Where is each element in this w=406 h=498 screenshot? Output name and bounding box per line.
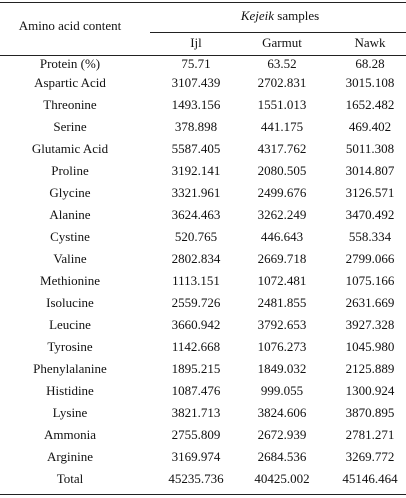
cell-value: 5011.308: [346, 141, 394, 156]
cell-value: 2672.939: [258, 427, 307, 442]
cell-value: 2781.271: [346, 427, 395, 442]
cell-value: 5587.405: [172, 141, 221, 156]
cell-value: 1849.032: [258, 361, 307, 376]
cell-value: 2669.718: [258, 251, 307, 266]
cell-value: 3107.439: [172, 75, 221, 90]
cell-value: 3624.463: [172, 207, 221, 222]
cell-value: 378.898: [175, 119, 217, 134]
row-label-header: Amino acid content: [19, 18, 122, 33]
cell-value: 446.643: [261, 229, 303, 244]
cell-value: 2755.809: [172, 427, 221, 442]
cell-value: 2125.889: [346, 361, 395, 376]
cell-value: 1075.166: [346, 273, 395, 288]
column-header: Nawk: [354, 35, 386, 50]
cell-value: 1493.156: [172, 97, 221, 112]
cell-value: 2684.536: [258, 449, 307, 464]
cell-value: 469.402: [349, 119, 391, 134]
row-label: Glutamic Acid: [32, 141, 109, 156]
row-label: Methionine: [40, 273, 100, 288]
cell-value: 1142.668: [172, 339, 220, 354]
cell-value: 3821.713: [172, 405, 221, 420]
cell-value: 3126.571: [346, 185, 395, 200]
group-header: Kejeik samples: [240, 8, 319, 23]
cell-value: 1300.924: [346, 383, 395, 398]
cell-value: 1551.013: [258, 97, 307, 112]
cell-value: 63.52: [267, 56, 296, 71]
cell-value: 1652.482: [346, 97, 395, 112]
row-label: Alanine: [49, 207, 90, 222]
row-label: Threonine: [43, 97, 97, 112]
cell-value: 2802.834: [172, 251, 221, 266]
cell-value: 3015.108: [346, 75, 395, 90]
cell-value: 558.334: [349, 229, 392, 244]
column-header: Ijl: [190, 35, 202, 50]
cell-value: 3660.942: [172, 317, 221, 332]
row-label: Arginine: [47, 449, 93, 464]
column-header: Garmut: [262, 35, 302, 50]
row-label: Tyrosine: [47, 339, 93, 354]
cell-value: 2499.676: [258, 185, 307, 200]
cell-value: 40425.002: [254, 471, 309, 486]
cell-value: 3321.961: [172, 185, 221, 200]
cell-value: 3927.328: [346, 317, 395, 332]
cell-value: 3824.606: [258, 405, 307, 420]
cell-value: 45235.736: [168, 471, 224, 486]
cell-value: 3014.807: [346, 163, 395, 178]
row-label: Isolucine: [46, 295, 94, 310]
cell-value: 3470.492: [346, 207, 395, 222]
cell-value: 999.055: [261, 383, 303, 398]
row-label: Cystine: [50, 229, 90, 244]
cell-value: 3792.653: [258, 317, 307, 332]
row-label: Glycine: [49, 185, 90, 200]
cell-value: 1895.215: [172, 361, 221, 376]
cell-value: 2559.726: [172, 295, 221, 310]
cell-value: 3262.249: [258, 207, 307, 222]
cell-value: 75.71: [181, 56, 210, 71]
cell-value: 45146.464: [342, 471, 398, 486]
group-rest: samples: [277, 8, 319, 23]
cell-value: 2631.669: [346, 295, 395, 310]
cell-value: 441.175: [261, 119, 303, 134]
cell-value: 2080.505: [258, 163, 307, 178]
cell-value: 1045.980: [346, 339, 395, 354]
cell-value: 3169.974: [172, 449, 221, 464]
cell-value: 4317.762: [258, 141, 307, 156]
cell-value: 1113.151: [172, 273, 220, 288]
row-label: Lysine: [53, 405, 88, 420]
cell-value: 2702.831: [258, 75, 307, 90]
group-emphasis: Kejeik: [240, 8, 274, 23]
row-label: Leucine: [49, 317, 91, 332]
row-label: Protein (%): [40, 56, 100, 71]
row-label: Serine: [53, 119, 86, 134]
row-label: Proline: [51, 163, 89, 178]
row-label: Ammonia: [44, 427, 96, 442]
cell-value: 1076.273: [258, 339, 307, 354]
row-label: Total: [57, 471, 84, 486]
cell-value: 3192.141: [172, 163, 221, 178]
row-label: Valine: [53, 251, 86, 266]
row-label: Phenylalanine: [33, 361, 107, 376]
row-label: Aspartic Acid: [34, 75, 106, 90]
cell-value: 2481.855: [258, 295, 307, 310]
cell-value: 3269.772: [346, 449, 395, 464]
cell-value: 520.765: [175, 229, 217, 244]
row-label: Histidine: [46, 383, 94, 398]
cell-value: 3870.895: [346, 405, 395, 420]
cell-value: 1072.481: [258, 273, 307, 288]
cell-value: 68.28: [355, 56, 384, 71]
cell-value: 1087.476: [172, 383, 221, 398]
cell-value: 2799.066: [346, 251, 395, 266]
